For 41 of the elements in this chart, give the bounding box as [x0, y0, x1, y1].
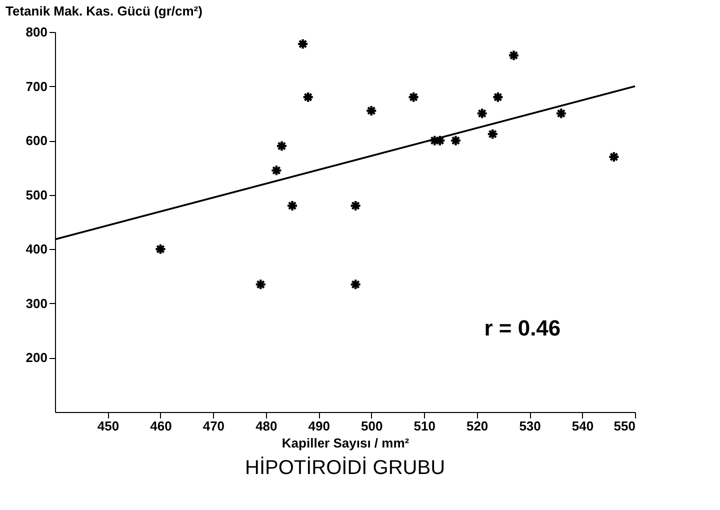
point [486, 128, 498, 140]
y-tick-label: 300 [26, 296, 48, 311]
point [350, 278, 362, 290]
point [492, 91, 504, 103]
y-axis-title: Tetanik Mak. Kas. Gücü (gr/cm²) [6, 4, 202, 18]
y-tick-label: 500 [26, 187, 48, 202]
x-tick-label: 510 [414, 418, 436, 434]
point [276, 140, 288, 152]
y-tick-label: 800 [26, 24, 48, 40]
point [366, 104, 378, 117]
point [296, 38, 309, 50]
y-tick-label: 400 [26, 242, 48, 257]
x-tick-label: 550 [614, 418, 636, 434]
point [270, 164, 282, 176]
point [555, 108, 568, 120]
x-tick-label: 540 [572, 418, 594, 434]
point [476, 108, 488, 120]
point [254, 278, 266, 290]
annotation: r = 0.46 [484, 315, 561, 340]
x-tick-label: 500 [361, 418, 383, 434]
point [434, 134, 446, 146]
x-tick-label: 480 [256, 418, 278, 434]
point [350, 200, 362, 212]
text: HİPOTİROİDİ GRUBU [244, 456, 446, 479]
x-tick-label: 460 [150, 418, 172, 434]
point [302, 91, 314, 103]
point [286, 200, 298, 212]
x-tick-label: 470 [202, 418, 225, 434]
point [408, 91, 420, 103]
y-tick-label: 700 [26, 78, 48, 94]
point [154, 243, 166, 255]
y-tick-label: 600 [26, 133, 48, 148]
x-tick-label: 490 [308, 418, 330, 434]
x-tick-label: 520 [466, 418, 488, 434]
point [450, 134, 462, 146]
y-tick-label: 200 [26, 350, 48, 366]
point [608, 151, 620, 163]
point [508, 50, 520, 62]
x-tick-label: 530 [519, 418, 541, 434]
x-axis-title: Kapiller Sayısı / mm² [282, 436, 410, 450]
x-tick-label: 450 [97, 418, 120, 434]
